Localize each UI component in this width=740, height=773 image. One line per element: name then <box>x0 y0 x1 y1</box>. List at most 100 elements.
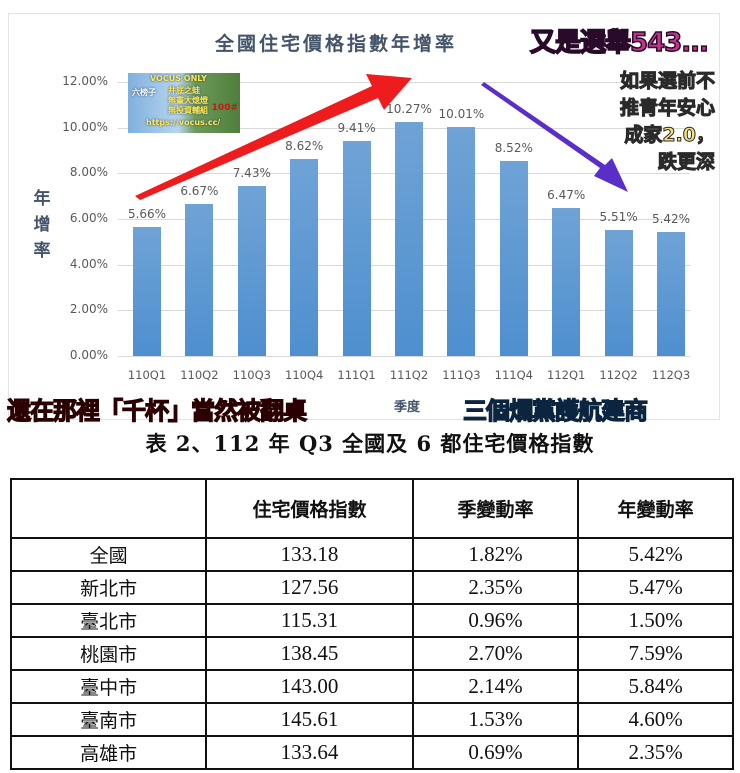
bar-value-label: 9.41% <box>337 121 376 136</box>
y-axis-label-char: 年 <box>33 189 51 209</box>
y-tick: 10.00% <box>62 120 108 134</box>
row-name: 桃園市 <box>9 636 208 671</box>
overlay-line: 成家2.0， <box>624 124 716 147</box>
row-name: 臺南市 <box>9 702 208 737</box>
price-index-table: 住宅價格指數 季變動率 年變動率 全國 133.18 1.82% 5.42% 新… <box>9 478 734 770</box>
overlay-caption-warning: 如果選前不 推青年安心 成家2.0， 跌更深 <box>565 68 715 176</box>
bar-value-label: 7.43% <box>232 166 271 181</box>
cell-qoq: 1.53% <box>411 702 580 737</box>
x-axis-label: 季度 <box>394 400 421 415</box>
bar-value-label: 5.42% <box>651 212 691 227</box>
y-tick: 6.00% <box>69 211 108 225</box>
y-axis-label: 年 增 率 <box>32 186 52 264</box>
x-tick: 111Q2 <box>389 368 429 382</box>
table-row: 臺北市 115.31 0.96% 1.50% <box>9 603 734 638</box>
row-name: 高雄市 <box>9 735 208 770</box>
cell-qoq: 2.14% <box>411 669 580 704</box>
row-name: 新北市 <box>9 570 208 605</box>
row-name: 全國 <box>9 537 208 572</box>
watermark-text: 無投資輔組 <box>168 106 208 115</box>
cell-qoq: 0.69% <box>411 735 580 770</box>
watermark-image: VOCUS ONLY 六榜子 井底之蛙 無畫大熄燈 無投資輔組 https://… <box>128 73 240 133</box>
overlay-caption-blue: 三個爛黨護航建商 <box>462 396 648 425</box>
gridline <box>118 356 690 357</box>
watermark-badge: 100# <box>211 103 238 113</box>
x-tick: 111Q3 <box>442 368 481 382</box>
table-row: 高雄市 133.64 0.69% 2.35% <box>9 735 734 770</box>
bar <box>290 159 319 356</box>
overlay-line: 跌更深 <box>657 151 715 174</box>
y-axis-label-char: 增 <box>33 215 51 235</box>
x-tick: 110Q1 <box>127 368 167 382</box>
cell-yoy: 4.60% <box>577 702 734 737</box>
x-tick: 110Q2 <box>180 368 219 382</box>
cell-yoy: 7.59% <box>577 636 734 671</box>
header-cell-empty <box>9 478 208 539</box>
bar-value-label: 10.01% <box>438 107 485 122</box>
x-tick: 110Q3 <box>232 368 271 382</box>
bar <box>604 230 633 356</box>
table-row: 臺中市 143.00 2.14% 5.84% <box>9 669 734 704</box>
cell-yoy: 2.35% <box>577 735 734 770</box>
bar-value-label: 8.52% <box>494 141 533 156</box>
cell-qoq: 2.35% <box>411 570 580 605</box>
y-tick: 12.00% <box>62 74 108 88</box>
cell-qoq: 0.96% <box>411 603 580 638</box>
bar <box>657 232 685 356</box>
cell-index: 115.31 <box>205 603 414 638</box>
cell-yoy: 1.50% <box>577 603 734 638</box>
y-tick: 2.00% <box>69 302 108 316</box>
header-cell-index: 住宅價格指數 <box>205 478 414 539</box>
row-name: 臺中市 <box>9 669 208 704</box>
purple-down-arrow-icon <box>481 82 628 192</box>
y-axis-label-char: 率 <box>33 241 51 261</box>
watermark-text: https://vocus.cc/ <box>146 118 221 127</box>
bar-value-label: 5.66% <box>127 206 167 221</box>
cell-yoy: 5.84% <box>577 669 734 704</box>
overlay-caption-red: 還在那裡「千杯」當然被翻桌 <box>6 396 307 425</box>
bar-value-label: 6.67% <box>180 183 219 198</box>
bar <box>237 186 266 356</box>
table-row: 新北市 127.56 2.35% 5.47% <box>9 570 734 605</box>
overlay-line: 如果選前不 <box>619 70 715 93</box>
overlay-line: 推青年安心 <box>619 97 715 120</box>
bar <box>342 141 371 356</box>
cell-yoy: 5.42% <box>577 537 734 572</box>
bar <box>133 226 161 356</box>
table-row: 臺南市 145.61 1.53% 4.60% <box>9 702 734 737</box>
cell-qoq: 1.82% <box>411 537 580 572</box>
bar-value-label: 5.51% <box>599 210 638 225</box>
red-up-arrow-icon <box>135 74 412 200</box>
y-tick: 8.00% <box>69 165 108 179</box>
watermark-text: VOCUS ONLY <box>150 74 207 83</box>
x-tick: 111Q4 <box>494 368 533 382</box>
cell-qoq: 2.70% <box>411 636 580 671</box>
cell-index: 133.64 <box>205 735 414 770</box>
watermark-text: 六榜子 <box>132 88 156 97</box>
bar <box>185 203 214 356</box>
x-tick: 111Q1 <box>337 368 376 382</box>
bar-value-label: 8.62% <box>285 139 324 154</box>
table-row: 桃園市 138.45 2.70% 7.59% <box>9 636 734 671</box>
table-title: 表 2、112 年 Q3 全國及 6 都住宅價格指數 <box>145 431 595 456</box>
cell-index: 127.56 <box>205 570 414 605</box>
y-tick: 0.00% <box>69 348 108 362</box>
cell-yoy: 5.47% <box>577 570 734 605</box>
bar <box>552 208 581 356</box>
x-tick: 112Q2 <box>599 368 638 382</box>
cell-index: 143.00 <box>205 669 414 704</box>
chart-title: 全國住宅價格指數年增率 <box>215 33 458 55</box>
bar-value-label: 10.27% <box>386 101 432 116</box>
bar-value-label: 6.47% <box>547 188 586 203</box>
row-name: 臺北市 <box>9 603 208 638</box>
y-tick: 4.00% <box>69 257 108 271</box>
x-tick: 112Q1 <box>547 368 586 382</box>
x-tick: 110Q4 <box>285 368 324 382</box>
overlay-caption-election: 又是選舉543... <box>529 27 709 59</box>
header-cell-yoy: 年變動率 <box>577 478 734 539</box>
table-header-row: 住宅價格指數 季變動率 年變動率 <box>9 478 734 539</box>
cell-index: 145.61 <box>205 702 414 737</box>
bar <box>395 121 423 356</box>
bar <box>447 127 476 356</box>
table-row: 全國 133.18 1.82% 5.42% <box>9 537 734 572</box>
